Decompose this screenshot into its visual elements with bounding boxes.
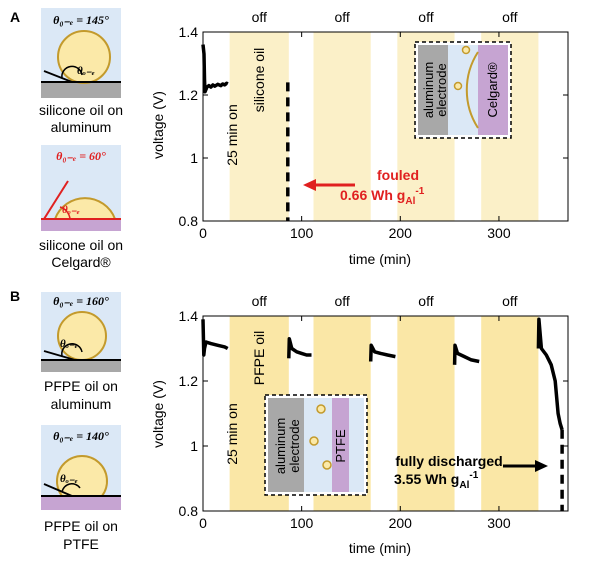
electrode-diagram: aluminum electrode Celgard® — [414, 41, 512, 139]
off-label: off — [334, 9, 349, 25]
membrane-label: PTFE — [333, 429, 348, 463]
off-period-band — [481, 316, 539, 511]
electrode-label-2: electrode — [287, 419, 302, 472]
y-tick-label: 1.4 — [179, 308, 199, 324]
energy-label: 0.66 Wh gAl-1 — [340, 186, 425, 207]
off-label: off — [252, 293, 267, 309]
discharged-arrow — [503, 460, 548, 472]
plot-frame — [202, 31, 569, 222]
voltage-line — [287, 337, 312, 359]
inset-a2: θ₀₋ₑ = 60° θₒ₋ₑ — [41, 145, 121, 231]
off-label: off — [502, 9, 517, 25]
on-duration-label: 25 min on — [224, 403, 240, 464]
oil-droplet — [53, 197, 117, 220]
oil-label: silicone oil — [251, 48, 267, 113]
x-tick-label: 0 — [199, 225, 207, 241]
inset-caption-line1: silicone oil on — [39, 102, 123, 118]
off-label: off — [418, 9, 433, 25]
y-axis-label: voltage (V) — [150, 380, 166, 448]
fouled-label: fouled — [377, 167, 419, 183]
x-axis-label: time (min) — [349, 540, 411, 556]
voltage-line — [536, 317, 564, 431]
voltage-line — [201, 44, 229, 94]
x-tick-label: 200 — [389, 515, 413, 531]
oil-droplet — [56, 455, 108, 497]
inset-caption-line1: PFPE oil on — [44, 518, 118, 534]
off-period-band — [313, 32, 371, 221]
y-tick-label: 1.2 — [179, 87, 199, 103]
theta-symbol: θₒ₋ₑ — [62, 204, 80, 216]
y-tick-label: 1 — [190, 438, 198, 454]
contact-angle-label: θ₀₋ₑ = 140° — [53, 429, 109, 443]
chart-b: off off off off 0.8 1 1.2 1.4 0 100 200 300 voltag… — [150, 293, 569, 556]
oil-label: PFPE oil — [251, 331, 267, 385]
x-tick-label: 100 — [290, 515, 314, 531]
y-tick-label: 1.2 — [179, 373, 199, 389]
inset-a1: θ₀₋ₑ = 145° θₒ₋ₑ — [41, 8, 121, 98]
panel-label-b: B — [10, 288, 20, 304]
contact-angle-label: θ₀₋ₑ = 60° — [56, 149, 106, 163]
theta-symbol: θₒ₋ₑ — [60, 338, 78, 350]
y-tick-label: 0.8 — [179, 213, 199, 229]
inset-caption-line1: silicone oil on — [39, 237, 123, 253]
x-tick-label: 100 — [290, 225, 314, 241]
x-tick-label: 300 — [487, 515, 511, 531]
contact-angle-label: θ₀₋ₑ = 145° — [53, 13, 109, 27]
voltage-line — [452, 343, 480, 365]
discharged-label: fully discharged — [395, 453, 502, 469]
plot-frame — [202, 315, 569, 512]
off-period-band — [229, 32, 289, 221]
inset-caption-line2: aluminum — [51, 396, 112, 412]
fouled-arrow — [303, 179, 355, 191]
on-duration-label: 25 min on — [224, 104, 240, 165]
inset-caption-line1: PFPE oil on — [44, 378, 118, 394]
membrane-label: Celgard® — [485, 62, 500, 118]
x-tick-label: 0 — [199, 515, 207, 531]
energy-label: 3.55 Wh gAl-1 — [394, 470, 479, 491]
voltage-line — [368, 343, 396, 362]
inset-caption-line2: aluminum — [51, 119, 112, 135]
electrode-label-2: electrode — [434, 63, 449, 116]
contact-angle-label: θ₀₋ₑ = 160° — [53, 294, 109, 308]
panel-label-a: A — [10, 9, 20, 25]
off-label: off — [418, 293, 433, 309]
y-axis-label: voltage (V) — [150, 91, 166, 159]
x-tick-label: 200 — [389, 225, 413, 241]
theta-symbol: θₒ₋ₑ — [77, 65, 95, 77]
y-tick-label: 0.8 — [179, 503, 199, 519]
inset-b2: θ₀₋ₑ = 140° θₒ₋ₑ — [41, 425, 121, 510]
off-label: off — [334, 293, 349, 309]
x-axis-label: time (min) — [349, 251, 411, 267]
y-tick-label: 1 — [190, 150, 198, 166]
off-period-band — [397, 316, 455, 511]
off-label: off — [252, 9, 267, 25]
theta-symbol: θₒ₋ₑ — [60, 473, 78, 485]
x-tick-label: 300 — [487, 225, 511, 241]
chart-a: off off off off 0.8 1 1.2 1.4 0 100 200 300 voltag… — [150, 9, 569, 267]
oil-droplet — [57, 311, 107, 361]
electrode-label-1: aluminum — [273, 418, 288, 474]
voltage-line — [201, 319, 229, 357]
electrode-diagram: aluminum electrode PTFE — [264, 394, 368, 496]
inset-b1: θ₀₋ₑ = 160° θₒ₋ₑ — [41, 292, 121, 372]
inset-caption-line2: PTFE — [63, 536, 99, 552]
electrode-label-1: aluminum — [421, 62, 436, 118]
off-label: off — [502, 293, 517, 309]
y-tick-label: 1.4 — [179, 24, 199, 40]
inset-caption-line2: Celgard® — [51, 254, 111, 270]
